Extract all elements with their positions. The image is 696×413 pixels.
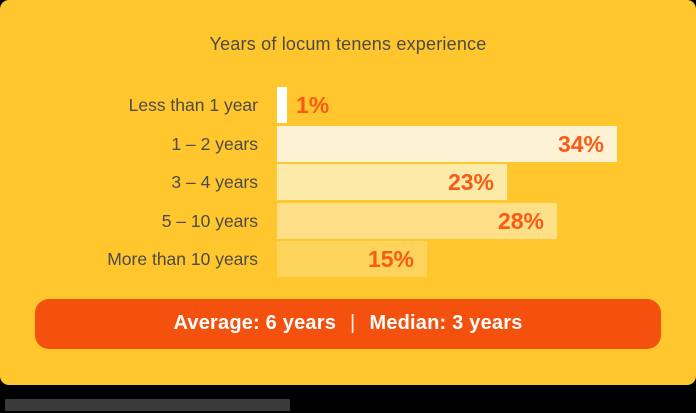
chart-row: 1 – 2 years 34% xyxy=(0,125,696,162)
bar-chart: Less than 1 year 1% 1 – 2 years 34% 3 – … xyxy=(0,87,696,277)
bar-track: 23% xyxy=(277,164,696,200)
bar: 23% xyxy=(277,164,507,200)
category-label: 3 – 4 years xyxy=(171,172,258,192)
stat-separator: | xyxy=(350,312,356,334)
value-label: 15% xyxy=(367,246,414,272)
bar-track: 34% xyxy=(277,125,696,162)
bar-track: 28% xyxy=(277,202,696,239)
summary-stats-pill: Average: 6 years | Median: 3 years xyxy=(35,298,661,349)
category-label: 1 – 2 years xyxy=(171,133,258,154)
attribution-strip xyxy=(5,399,290,411)
bar-track: 15% xyxy=(277,241,696,277)
value-label: 28% xyxy=(497,207,544,234)
bar: 1% xyxy=(277,87,329,123)
value-label: 1% xyxy=(296,92,330,118)
chart-title: Years of locum tenens experience xyxy=(209,34,487,54)
bar: 34% xyxy=(277,125,617,162)
bottom-band xyxy=(0,385,696,413)
value-label: 34% xyxy=(557,130,604,157)
average-stat: Average: 6 years xyxy=(173,312,337,334)
median-stat: Median: 3 years xyxy=(369,312,523,334)
bar: 15% xyxy=(277,241,427,277)
category-label: More than 10 years xyxy=(107,249,258,269)
bar: 28% xyxy=(277,202,557,239)
chart-row: More than 10 years 15% xyxy=(0,241,696,277)
infographic-card: Years of locum tenens experience Less th… xyxy=(0,0,696,385)
category-label: Less than 1 year xyxy=(128,95,258,115)
category-label: 5 – 10 years xyxy=(161,210,258,231)
chart-row: 5 – 10 years 28% xyxy=(0,202,696,239)
chart-row: 3 – 4 years 23% xyxy=(0,164,696,200)
bar-track: 1% xyxy=(277,87,696,123)
value-label: 23% xyxy=(447,169,494,195)
chart-row: Less than 1 year 1% xyxy=(0,87,696,123)
